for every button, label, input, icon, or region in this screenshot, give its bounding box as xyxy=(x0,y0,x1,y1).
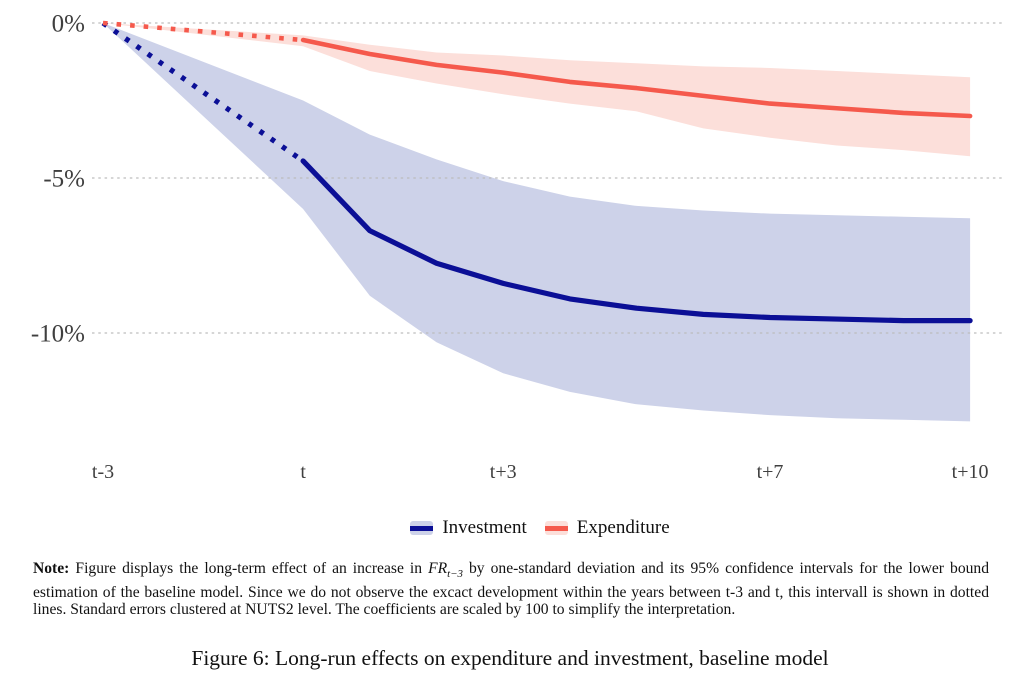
note-math-subscript: t−3 xyxy=(447,568,463,581)
note-text-before-math: Figure displays the long-term effect of … xyxy=(69,560,429,577)
expenditure-legend-line xyxy=(544,525,568,531)
legend-item-investment: Investment xyxy=(410,517,527,539)
y-tick-label-0%: 0% xyxy=(52,11,85,38)
expenditure-legend-swatch xyxy=(544,521,568,535)
figure-note: Note: Figure displays the long-term effe… xyxy=(33,560,989,619)
figure-caption: Figure 6: Long-run effects on expenditur… xyxy=(191,646,829,670)
expenditure-line-solid xyxy=(300,37,973,119)
expenditure-line-dotted xyxy=(102,20,304,43)
note-math-base: FR xyxy=(428,560,448,577)
note-math-term: FRt−3 xyxy=(428,560,463,581)
x-tick-label-t+10: t+10 xyxy=(952,461,989,483)
y-tick-label--10%: -10% xyxy=(31,321,85,348)
investment-legend-line xyxy=(410,525,434,531)
legend-item-expenditure: Expenditure xyxy=(544,517,670,539)
legend-label-expenditure: Expenditure xyxy=(576,517,670,538)
investment-line-solid xyxy=(300,158,973,324)
investment-legend-swatch xyxy=(410,521,434,535)
expenditure-ci-band xyxy=(103,23,971,157)
x-tick-label-t: t xyxy=(300,461,306,483)
legend-label-investment: Investment xyxy=(442,517,527,538)
x-tick-label-t+3: t+3 xyxy=(490,461,517,483)
note-text-after-math: by one-standard deviation and its 95% co… xyxy=(33,560,990,619)
note-label: Note: xyxy=(33,560,70,577)
x-tick-label-t+7: t+7 xyxy=(757,461,784,483)
investment-ci-band xyxy=(103,23,971,422)
y-tick-label--5%: -5% xyxy=(43,166,85,193)
line-chart: 0% -5% -10% t-3 t t+3 t+7 t+10 xyxy=(31,11,1002,483)
legend: Investment Expenditure xyxy=(103,517,977,539)
x-tick-label-t-3: t-3 xyxy=(92,461,114,483)
